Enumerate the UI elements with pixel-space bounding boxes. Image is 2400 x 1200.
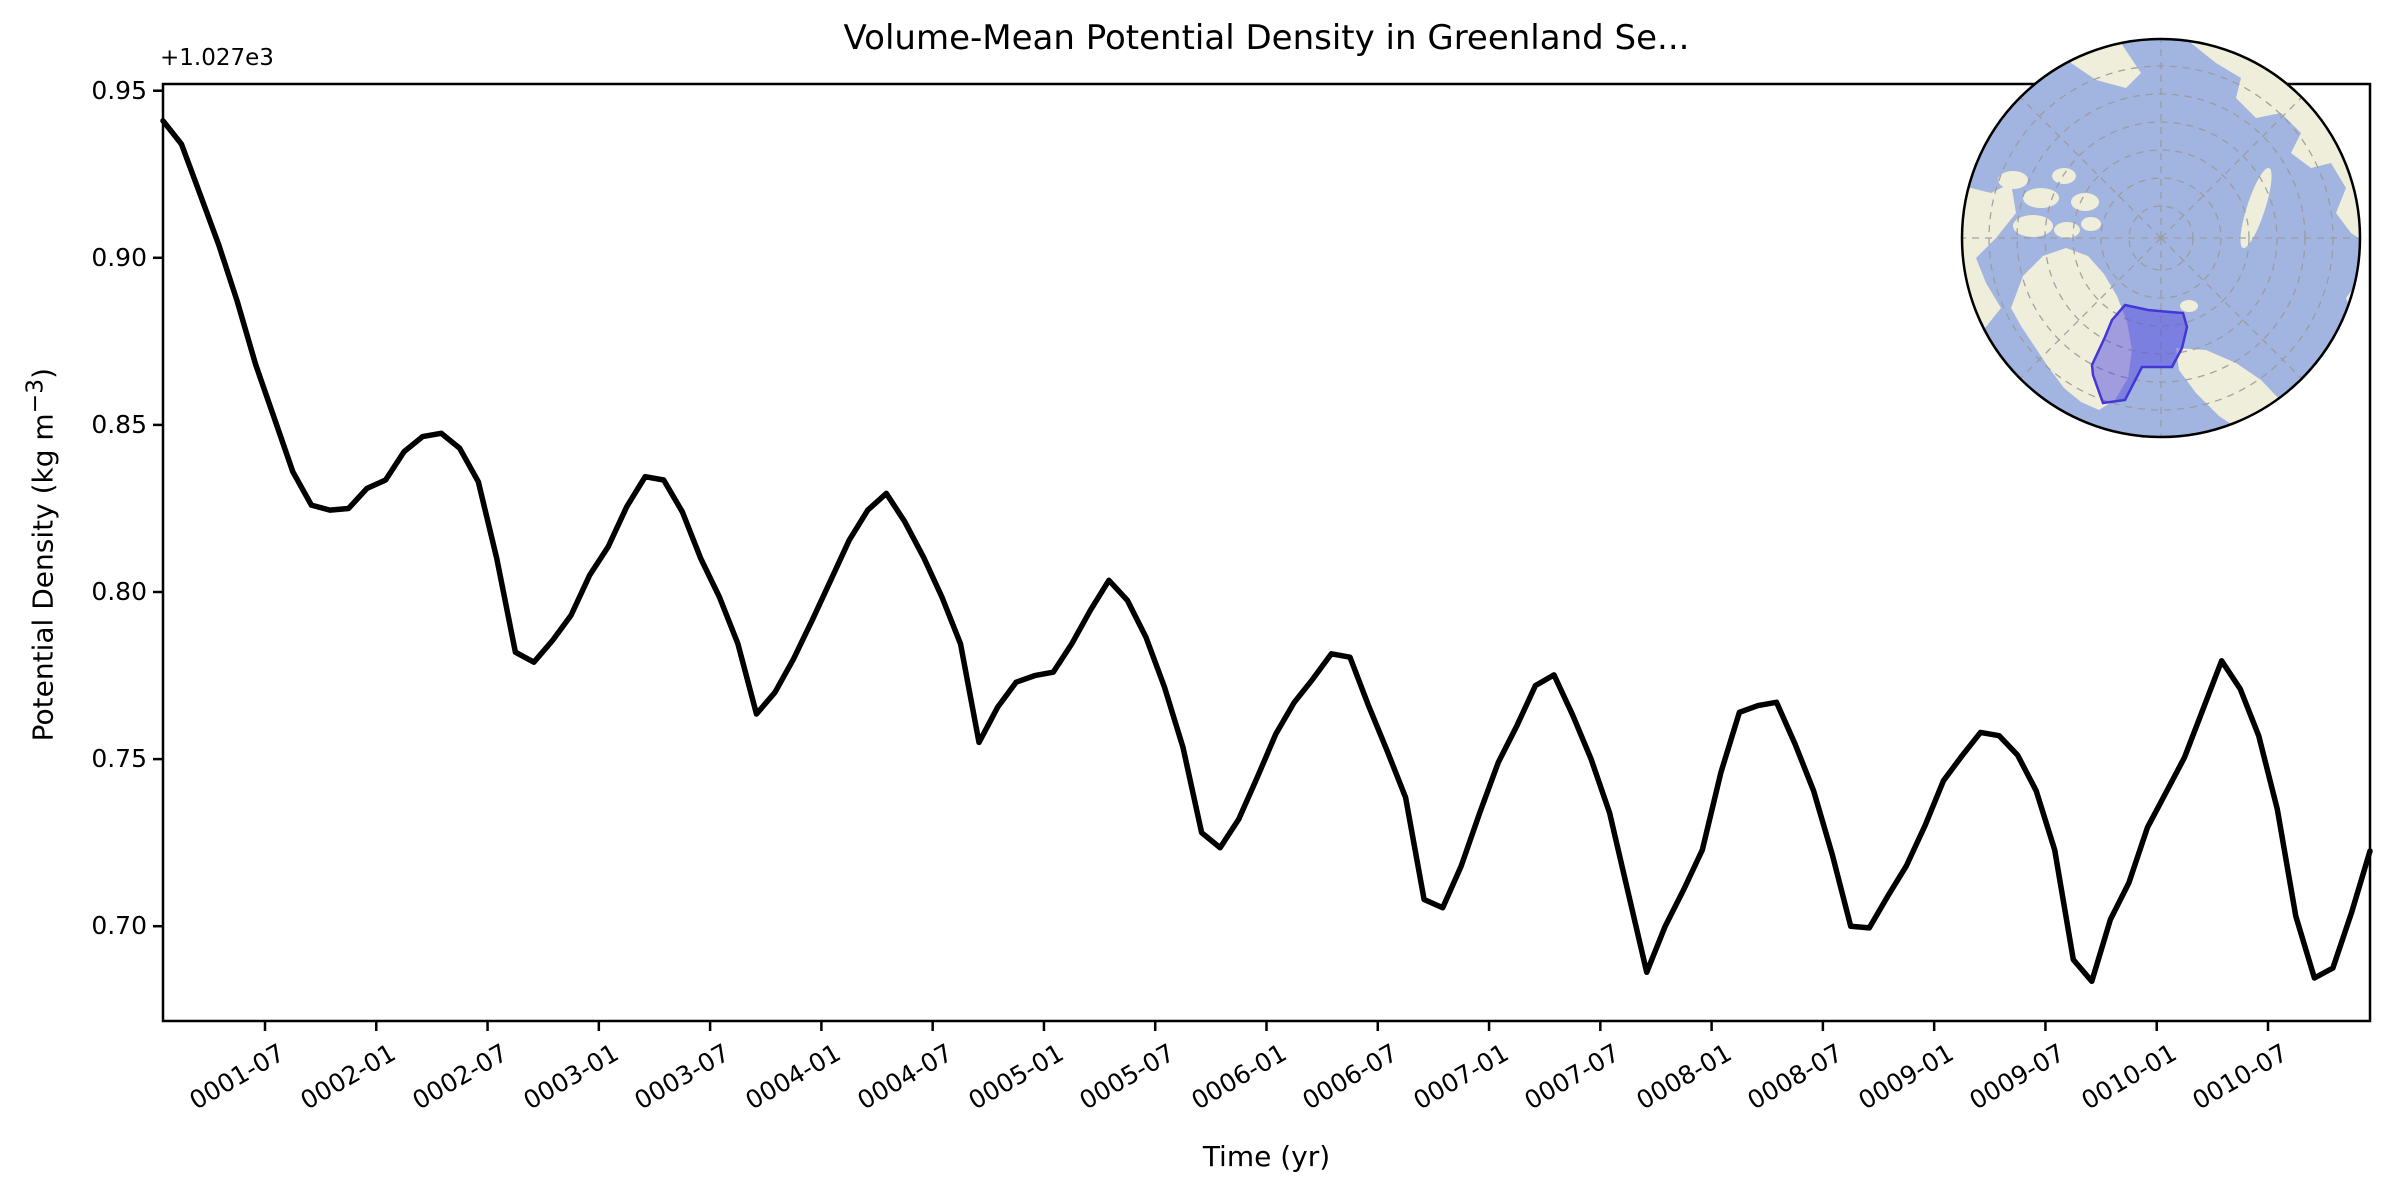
island [2052, 168, 2076, 184]
axis-ticks [153, 89, 2270, 1031]
y-tick-label: 0.85 [91, 409, 147, 439]
island-novaya-zemlya [2240, 167, 2272, 249]
island [2023, 188, 2059, 208]
y-tick-label: 0.75 [91, 744, 147, 774]
greenland-sea-region-highlight [2090, 303, 2189, 405]
island [2071, 193, 2099, 211]
y-tick-label: 0.70 [91, 911, 147, 941]
island [1998, 171, 2028, 189]
y-tick-label: 0.90 [91, 242, 147, 272]
island [2081, 217, 2101, 231]
inset-map-border [1960, 37, 2362, 439]
y-axis-offset-label: +1.027e3 [160, 45, 274, 71]
y-tick-label: 0.80 [91, 577, 147, 606]
island [2054, 222, 2080, 238]
island [2013, 215, 2053, 237]
island-svalbard [2180, 300, 2198, 312]
chart-title: Volume-Mean Potential Density in Greenla… [843, 18, 1690, 58]
density-line-series [160, 118, 2373, 985]
inset-map [1960, 37, 2362, 439]
y-tick-label: 0.95 [91, 75, 147, 105]
land-north-america [1962, 178, 2016, 398]
x-axis-label: Time (yr) [1202, 1140, 1331, 1173]
